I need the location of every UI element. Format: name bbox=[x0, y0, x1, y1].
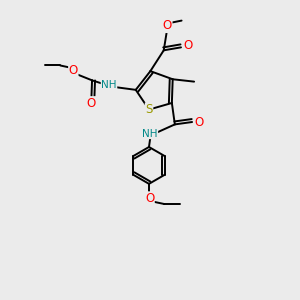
Text: O: O bbox=[163, 20, 172, 32]
Text: S: S bbox=[145, 103, 153, 116]
Text: NH: NH bbox=[101, 80, 117, 90]
Text: O: O bbox=[145, 192, 154, 205]
Text: O: O bbox=[194, 116, 203, 128]
Text: O: O bbox=[69, 64, 78, 77]
Text: NH: NH bbox=[142, 129, 158, 139]
Text: O: O bbox=[87, 97, 96, 110]
Text: O: O bbox=[183, 39, 192, 52]
